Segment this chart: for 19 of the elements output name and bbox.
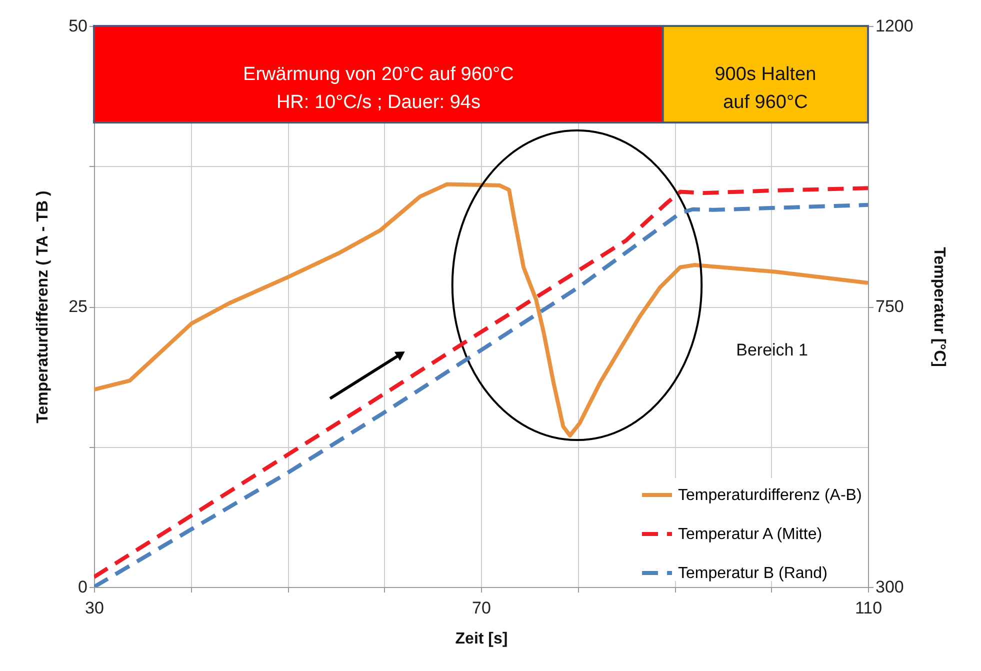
y2-axis-title: Temperatur [°C] — [930, 247, 948, 367]
x-tick-label: 110 — [854, 598, 882, 618]
legend-label: Temperatur B (Rand) — [678, 565, 828, 582]
x-axis-title: Zeit [s] — [455, 630, 508, 648]
y-tick-label: 25 — [68, 297, 88, 316]
line-series — [94, 182, 868, 438]
band-label: Erwärmung von 20°C auf 960°C HR: 10°C/s ; Dauer: 94s — [243, 64, 514, 113]
legend-label: Temperatur A (Mitte) — [678, 526, 822, 543]
band-label: 900s Halten auf 960°C — [714, 64, 816, 113]
x-tick-label: 30 — [85, 598, 104, 618]
y2-tick-label: 300 — [876, 578, 904, 596]
y-axis-title: Temperaturdifferenz ( TA - TB ) — [34, 190, 52, 424]
y2-tick-label: 750 — [876, 297, 904, 316]
y-tick-label: 50 — [68, 16, 88, 36]
x-tick-label: 70 — [472, 598, 491, 618]
legend-label: Temperaturdifferenz (A-B) — [678, 487, 862, 504]
annotation: Bereich 1 — [736, 340, 808, 360]
y-tick-label: 0 — [78, 578, 88, 596]
y2-tick-label: 1200 — [876, 16, 914, 36]
